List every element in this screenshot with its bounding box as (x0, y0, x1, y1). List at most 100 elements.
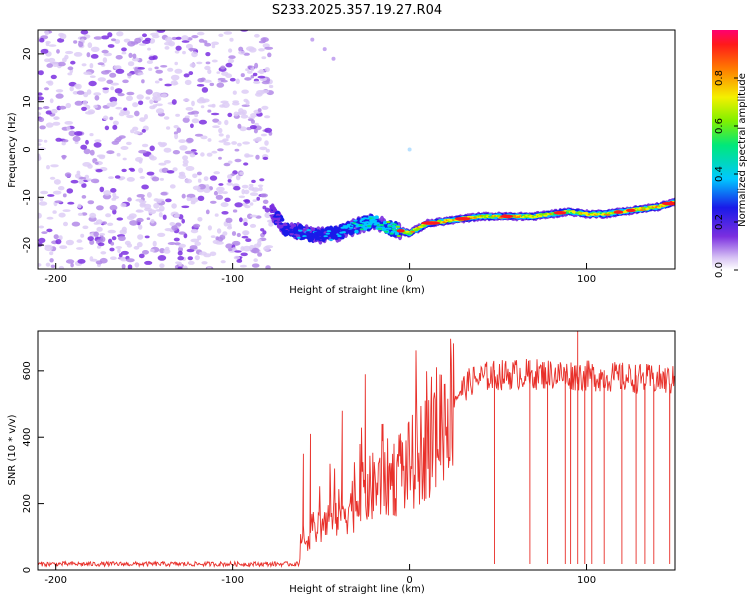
noise-blob (190, 149, 197, 152)
noise-blob (86, 89, 92, 95)
noise-blob (107, 229, 117, 234)
noise-blob (268, 84, 274, 89)
noise-blob (144, 37, 151, 42)
noise-blob (163, 116, 170, 120)
noise-blob (164, 36, 173, 43)
noise-blob (103, 52, 112, 57)
noise-blob (219, 104, 226, 108)
noise-blob (153, 96, 162, 102)
noise-blob (236, 232, 241, 238)
noise-blob (189, 245, 198, 250)
noise-blob (58, 105, 67, 110)
noise-blob (80, 30, 89, 35)
noise-blob (258, 48, 265, 52)
signal-cell (656, 206, 662, 209)
noise-blob (205, 52, 211, 57)
signal-cell (341, 231, 346, 234)
noise-blob (192, 185, 201, 191)
signal-peak (661, 201, 675, 206)
noise-blob (65, 102, 72, 109)
noise-blob (136, 209, 142, 213)
noise-blob (57, 186, 65, 191)
noise-blob (137, 72, 144, 76)
noise-blob (149, 248, 155, 253)
noise-blob (155, 209, 164, 212)
noise-blob (158, 212, 163, 218)
noise-blob (71, 221, 81, 227)
signal-cell (274, 221, 280, 224)
noise-blob (44, 87, 49, 91)
noise-blob (144, 260, 153, 265)
noise-blob (96, 245, 102, 249)
noise-blob (115, 106, 122, 110)
noise-blob (232, 101, 240, 106)
signal-cell (269, 214, 274, 217)
noise-blob (259, 178, 265, 182)
noise-blob (132, 53, 137, 59)
noise-blob (190, 123, 194, 129)
signal-cell (386, 221, 391, 223)
noise-blob (262, 230, 267, 235)
colorbar: 0.0 0.2 0.4 0.6 0.8 Normalized spectral ampl… (712, 30, 748, 278)
noise-blob (81, 195, 87, 199)
noise-blob (82, 100, 88, 106)
noise-blob (110, 82, 120, 86)
noise-blob (191, 118, 200, 124)
noise-blob (173, 237, 180, 242)
signal-cell (415, 228, 421, 231)
noise-blob (209, 175, 218, 181)
colorbar-tick-label: 0.4 (714, 166, 725, 182)
noise-blob (255, 136, 262, 141)
snr-x-ticks: -200 -100 0 100 (44, 564, 596, 586)
noise-blob (212, 118, 220, 123)
noise-blob (95, 219, 103, 225)
noise-blob (106, 102, 113, 107)
signal-cell (353, 219, 358, 222)
noise-blob (78, 41, 84, 47)
noise-blob (56, 49, 60, 54)
signal-cell (321, 233, 326, 236)
noise-blob (200, 105, 205, 109)
signal-cell (364, 221, 370, 224)
noise-blob (221, 191, 228, 195)
noise-blob (216, 186, 225, 192)
noise-blob (168, 40, 176, 47)
noise-blob (110, 86, 115, 91)
noise-blob (203, 79, 212, 83)
spectrogram-y-tick-label: 10 (22, 95, 33, 108)
noise-blob (255, 154, 260, 160)
noise-blob (104, 125, 110, 131)
signal-cell (310, 227, 316, 232)
noise-blob (216, 71, 221, 74)
noise-blob (185, 107, 194, 111)
noise-blob (149, 105, 156, 110)
snr-panel: -200 -100 0 100 0 200 400 600 Height of straig… (7, 330, 676, 595)
noise-blob (254, 122, 259, 126)
noise-blob (242, 141, 251, 145)
noise-blob (155, 69, 163, 74)
snr-x-tick-label: -100 (221, 575, 244, 586)
noise-blob (114, 175, 121, 179)
noise-blob (148, 154, 155, 160)
signal-cell (391, 224, 396, 229)
noise-blob (205, 61, 211, 65)
noise-blob (244, 77, 252, 81)
noise-blob (73, 52, 83, 57)
noise-blob (244, 205, 251, 209)
noise-blob (81, 106, 87, 111)
noise-blob (112, 120, 119, 126)
noise-blob (146, 217, 151, 220)
noise-blob (162, 214, 167, 220)
noise-blob (207, 266, 212, 269)
noise-blob (241, 89, 249, 94)
noise-blob (201, 87, 209, 93)
noise-blob (249, 214, 258, 218)
noise-blob (146, 192, 152, 198)
noise-blob (76, 247, 84, 250)
colorbar-tick-label: 0.6 (714, 118, 725, 134)
noise-blob (240, 73, 245, 78)
noise-blob (116, 217, 124, 221)
signal-cell (371, 218, 376, 221)
noise-blob (49, 98, 54, 104)
noise-blob (111, 197, 117, 201)
